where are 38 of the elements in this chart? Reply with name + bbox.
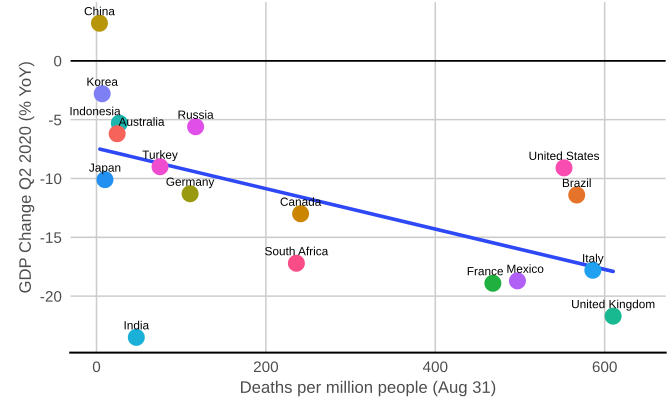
point — [128, 328, 145, 346]
y-axis-title: GDP Change Q2 2020 (% YoY) — [18, 62, 34, 293]
point — [484, 274, 502, 292]
series-label: United States — [529, 151, 600, 160]
series-label: Italy — [583, 254, 604, 265]
y-tick-label: -5 — [49, 114, 62, 126]
series-label: Japan — [89, 164, 120, 174]
series-label: Russia — [178, 110, 214, 119]
x-axis-title: Deaths per million people (Aug 31) — [241, 380, 496, 396]
x-tick-label: 200 — [254, 361, 278, 372]
series-label: United Kingdom — [572, 300, 654, 311]
point — [94, 85, 111, 102]
y-tick-label: 0 — [54, 56, 62, 67]
series-label: South Africa — [265, 246, 328, 256]
x-tick-label: 0 — [92, 361, 100, 372]
y-tick-label: -10 — [40, 173, 62, 184]
point — [556, 159, 573, 176]
x-tick-label: 600 — [592, 361, 617, 372]
series-label: India — [124, 320, 150, 330]
series-label: Korea — [87, 78, 118, 86]
series-label: Turkey — [142, 150, 178, 162]
point — [568, 186, 586, 204]
point — [90, 14, 108, 32]
series-label: Mexico — [507, 264, 544, 273]
series-label: Canada — [280, 197, 322, 206]
point — [108, 125, 126, 142]
y-tick-label: -20 — [40, 291, 62, 302]
x-tick-label: 400 — [422, 361, 448, 372]
series-label: Indonesia — [70, 106, 121, 116]
y-tick-label: -15 — [40, 232, 62, 244]
series-label: Germany — [166, 178, 214, 188]
point — [508, 272, 526, 290]
point — [292, 205, 310, 222]
series-label: Brazil — [562, 178, 591, 188]
point — [187, 118, 204, 136]
point — [288, 254, 305, 272]
series-label: China — [84, 6, 115, 16]
series-label: France — [468, 267, 504, 276]
